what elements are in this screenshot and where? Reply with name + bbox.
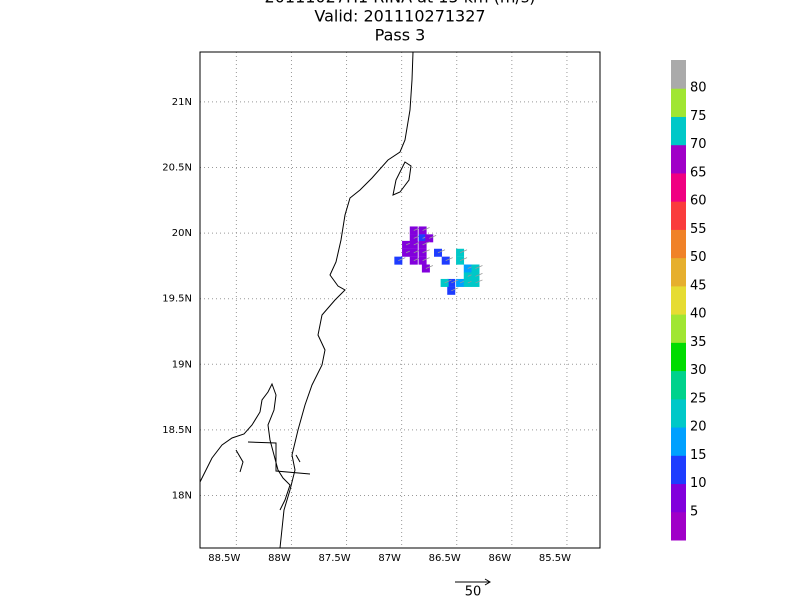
scale-arrow-head bbox=[484, 578, 491, 586]
colorbar-swatch bbox=[671, 511, 686, 541]
colorbar-swatch bbox=[671, 370, 686, 400]
wind-vector bbox=[445, 257, 453, 262]
y-tick-label: 20N bbox=[172, 228, 192, 239]
colorbar-swatch bbox=[671, 483, 686, 513]
x-tick-label: 85.5W bbox=[539, 553, 571, 564]
colorbar-swatch bbox=[671, 144, 686, 174]
colorbar-swatch bbox=[671, 88, 686, 117]
map-frame bbox=[199, 51, 601, 549]
colorbar-label: 75 bbox=[690, 109, 707, 124]
x-tick-label: 87W bbox=[378, 553, 401, 564]
y-tick-label: 21N bbox=[172, 97, 192, 108]
scale-arrow-label: 50 bbox=[465, 585, 482, 600]
wind-vector bbox=[459, 257, 468, 262]
y-tick-label: 18N bbox=[172, 491, 192, 502]
colorbar-swatch bbox=[671, 257, 686, 287]
coastline bbox=[279, 51, 414, 549]
colorbar: 5 10 15 20 25 30 35 40 45 50 55 60 65 70 75 80 bbox=[671, 60, 707, 541]
colorbar-label: 35 bbox=[690, 335, 707, 350]
x-tick-label: 88.5W bbox=[208, 553, 240, 564]
wind-vector bbox=[422, 241, 430, 246]
coastline bbox=[199, 382, 291, 511]
colorbar-label: 80 bbox=[690, 81, 707, 96]
wind-vector bbox=[444, 279, 452, 284]
border bbox=[247, 441, 311, 475]
colorbar-swatch bbox=[671, 398, 686, 428]
chart-title: 20111027H1 RINA at 15 km (m/s) bbox=[265, 0, 536, 7]
colorbar-swatch bbox=[671, 455, 686, 485]
coastline bbox=[199, 51, 414, 549]
wind-vector bbox=[425, 265, 434, 269]
wind-vector bbox=[422, 249, 430, 254]
wind-vector bbox=[422, 227, 430, 231]
colorbar-label: 30 bbox=[690, 363, 707, 378]
chart-title: Valid: 201110271327 bbox=[314, 7, 485, 26]
colorbar-label: 40 bbox=[690, 307, 707, 322]
wind-vector bbox=[437, 249, 446, 254]
colorbar-label: 10 bbox=[690, 476, 707, 491]
x-tick-label: 86W bbox=[489, 553, 512, 564]
wind-vector bbox=[398, 257, 406, 262]
chart-title: Pass 3 bbox=[375, 26, 426, 45]
colorbar-label: 45 bbox=[690, 278, 707, 293]
island bbox=[392, 161, 412, 196]
colorbar-label: 55 bbox=[690, 222, 707, 237]
y-tick-label: 19.5N bbox=[162, 294, 192, 305]
colorbar-swatch bbox=[671, 285, 686, 315]
y-tick-label: 18.5N bbox=[162, 425, 192, 436]
colorbar-label: 20 bbox=[690, 420, 707, 435]
colorbar-swatch bbox=[671, 116, 686, 146]
colorbar-label: 60 bbox=[690, 194, 707, 209]
colorbar-label: 15 bbox=[690, 448, 707, 463]
wind-vector bbox=[475, 265, 483, 269]
coastline bbox=[235, 449, 244, 473]
colorbar-swatch bbox=[671, 172, 686, 202]
coastline bbox=[295, 454, 301, 463]
wind-vector bbox=[459, 249, 468, 254]
wind-vector bbox=[451, 287, 459, 292]
wind-vector bbox=[475, 273, 483, 277]
colorbar-swatch bbox=[671, 427, 686, 456]
colorbar-swatch bbox=[671, 314, 686, 343]
colorbar-label: 25 bbox=[690, 391, 707, 406]
x-tick-label: 87.5W bbox=[318, 553, 350, 564]
wind-vector bbox=[451, 279, 459, 284]
colorbar-label: 5 bbox=[690, 504, 698, 519]
map-frame-bg bbox=[200, 52, 600, 548]
wind-vector bbox=[422, 257, 430, 262]
y-tick-label: 20.5N bbox=[162, 162, 192, 173]
wind-vector bbox=[475, 279, 483, 284]
colorbar-swatch bbox=[671, 229, 686, 259]
wind-cells bbox=[394, 226, 483, 295]
x-tick-label: 86.5W bbox=[429, 553, 461, 564]
colorbar-swatch bbox=[671, 342, 686, 372]
colorbar-label: 70 bbox=[690, 137, 707, 152]
colorbar-label: 50 bbox=[690, 250, 707, 265]
x-tick-label: 88W bbox=[268, 553, 291, 564]
wind-vector bbox=[429, 234, 437, 239]
colorbar-swatch bbox=[671, 201, 686, 230]
colorbar-swatch bbox=[671, 60, 686, 89]
y-tick-label: 19N bbox=[172, 359, 192, 370]
colorbar-label: 65 bbox=[690, 165, 707, 180]
grid bbox=[200, 52, 600, 548]
